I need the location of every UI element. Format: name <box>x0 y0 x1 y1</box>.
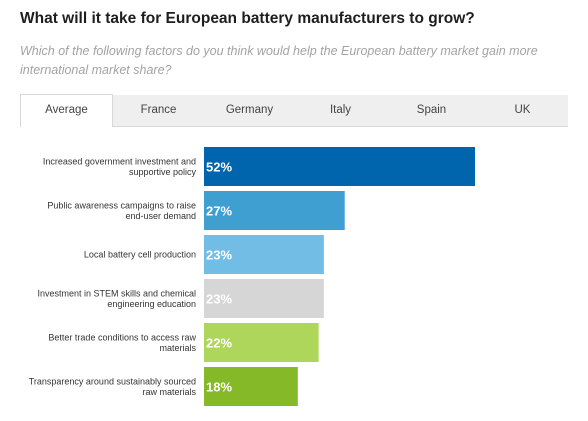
category-label: Investment in STEM skills and chemical en… <box>37 288 196 309</box>
bar-value-label: 18% <box>206 380 232 395</box>
category-label: Increased government investment and suppo… <box>43 156 197 177</box>
tab-uk[interactable]: UK <box>514 104 531 116</box>
bar-2 <box>204 235 324 274</box>
tab-france[interactable]: France <box>140 104 177 116</box>
bar-4 <box>204 323 319 362</box>
category-label: Local battery cell production <box>84 250 196 260</box>
bar-5 <box>204 367 298 406</box>
bar-value-label: 27% <box>206 204 232 219</box>
bar-value-label: 23% <box>206 292 232 307</box>
chart-subtitle: Which of the following factors do you th… <box>20 44 538 77</box>
bar-value-label: 52% <box>206 160 232 175</box>
bar-value-label: 22% <box>206 336 232 351</box>
bar-3 <box>204 279 324 318</box>
category-label: Public awareness campaigns to raise end-u… <box>47 200 196 221</box>
tab-italy[interactable]: Italy <box>329 104 352 116</box>
country-tabs: Average France Germany Italy Spain UK <box>20 94 568 127</box>
bar-chart: 52% Increased government investment and su… <box>29 147 475 406</box>
chart-title: What will it take for European battery m… <box>20 10 475 27</box>
bar-value-label: 23% <box>206 248 232 263</box>
category-label: Better trade conditions to access raw mat… <box>48 332 196 353</box>
tab-average[interactable]: Average <box>20 94 113 127</box>
bar-1 <box>204 191 345 230</box>
tab-spain[interactable]: Spain <box>416 104 447 116</box>
category-label: Transparency around sustainably sourced r… <box>29 376 197 397</box>
tab-germany[interactable]: Germany <box>225 104 274 116</box>
bar-0 <box>204 147 475 186</box>
